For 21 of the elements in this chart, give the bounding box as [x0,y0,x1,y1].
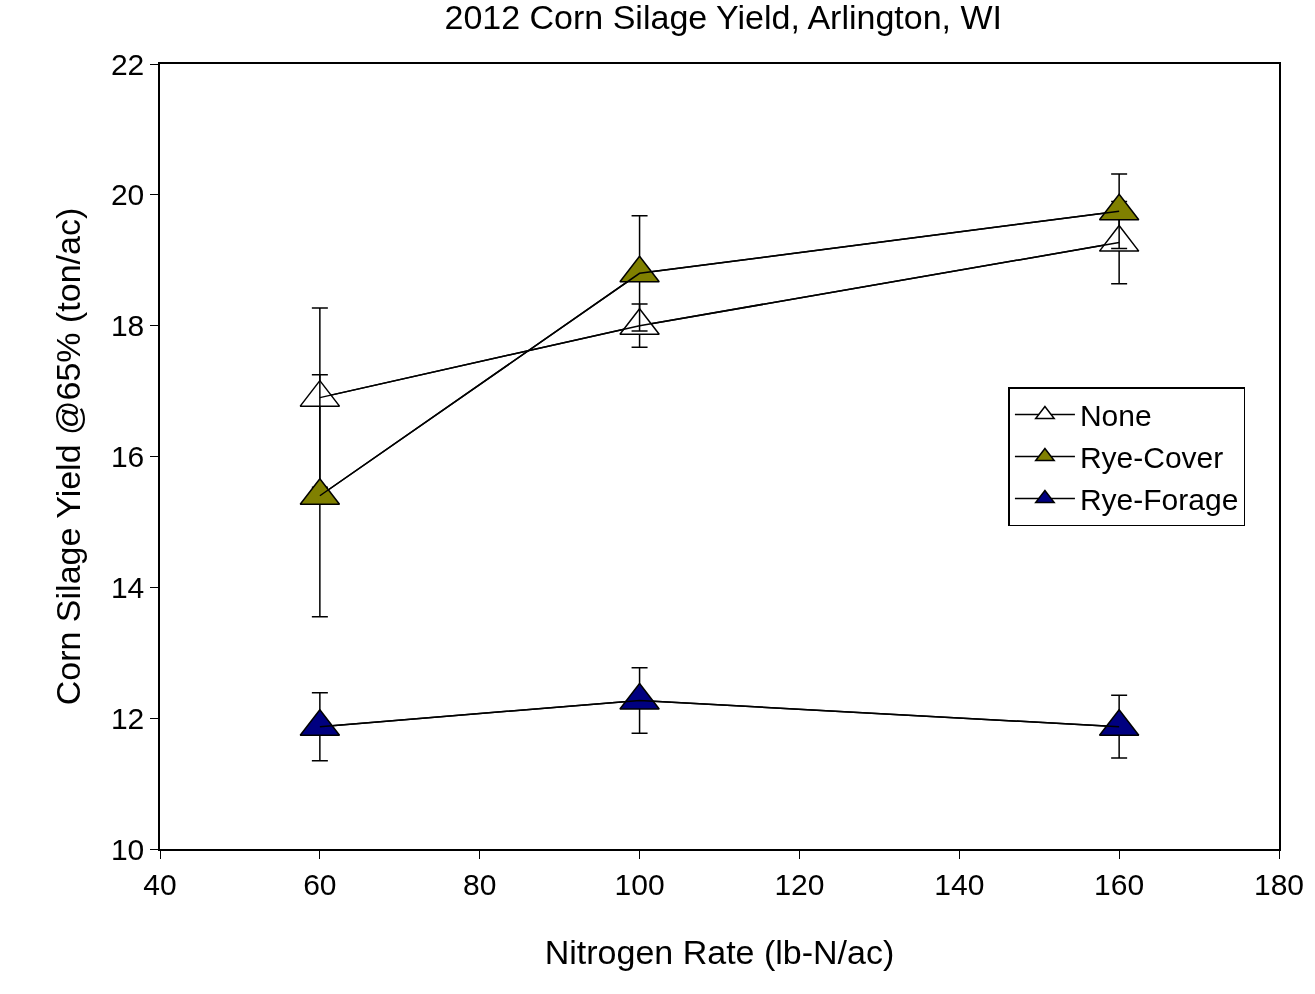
legend-label: Rye-Forage [1079,483,1239,517]
y-tick-label: 22 [110,47,145,81]
x-tick-label: 40 [143,867,177,901]
x-tick-label: 180 [1253,867,1305,901]
x-tick-label: 160 [1094,867,1145,901]
x-tick-label: 120 [774,867,825,901]
legend-label: None [1079,399,1152,433]
legend-label: Rye-Cover [1079,441,1224,475]
chart-title: 2012 Corn Silage Yield, Arlington, WI [444,0,1003,36]
y-tick-label: 20 [110,178,145,212]
y-tick-label: 18 [110,309,145,343]
y-tick-label: 12 [110,701,145,735]
x-tick-label: 60 [303,867,337,901]
y-tick-label: 16 [110,440,145,473]
x-tick-label: 100 [614,867,665,901]
x-tick-label: 140 [934,867,985,901]
y-tick-label: 14 [110,570,145,604]
x-axis-title: Nitrogen Rate (lb-N/ac) [544,932,895,971]
x-tick-label: 80 [463,867,497,901]
y-tick-label: 10 [110,832,145,866]
y-axis-title: Corn Silage Yield @65% (ton/ac) [48,207,87,706]
